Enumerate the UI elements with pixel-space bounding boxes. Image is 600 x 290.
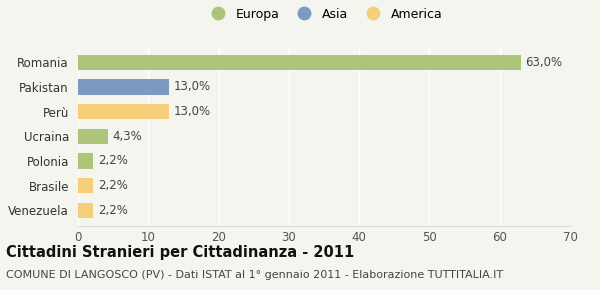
- Text: 2,2%: 2,2%: [98, 204, 128, 217]
- Text: 2,2%: 2,2%: [98, 155, 128, 168]
- Bar: [78, 129, 108, 144]
- Text: 13,0%: 13,0%: [173, 105, 211, 118]
- Text: 4,3%: 4,3%: [112, 130, 142, 143]
- Bar: [78, 104, 169, 119]
- Text: 63,0%: 63,0%: [525, 56, 562, 69]
- Bar: [78, 203, 94, 218]
- Text: 2,2%: 2,2%: [98, 179, 128, 192]
- Legend: Europa, Asia, America: Europa, Asia, America: [200, 3, 448, 26]
- Text: 13,0%: 13,0%: [173, 80, 211, 93]
- Bar: [78, 79, 169, 95]
- Text: COMUNE DI LANGOSCO (PV) - Dati ISTAT al 1° gennaio 2011 - Elaborazione TUTTITALI: COMUNE DI LANGOSCO (PV) - Dati ISTAT al …: [6, 270, 503, 280]
- Bar: [78, 178, 94, 193]
- Bar: [78, 55, 521, 70]
- Text: Cittadini Stranieri per Cittadinanza - 2011: Cittadini Stranieri per Cittadinanza - 2…: [6, 245, 354, 260]
- Bar: [78, 153, 94, 169]
